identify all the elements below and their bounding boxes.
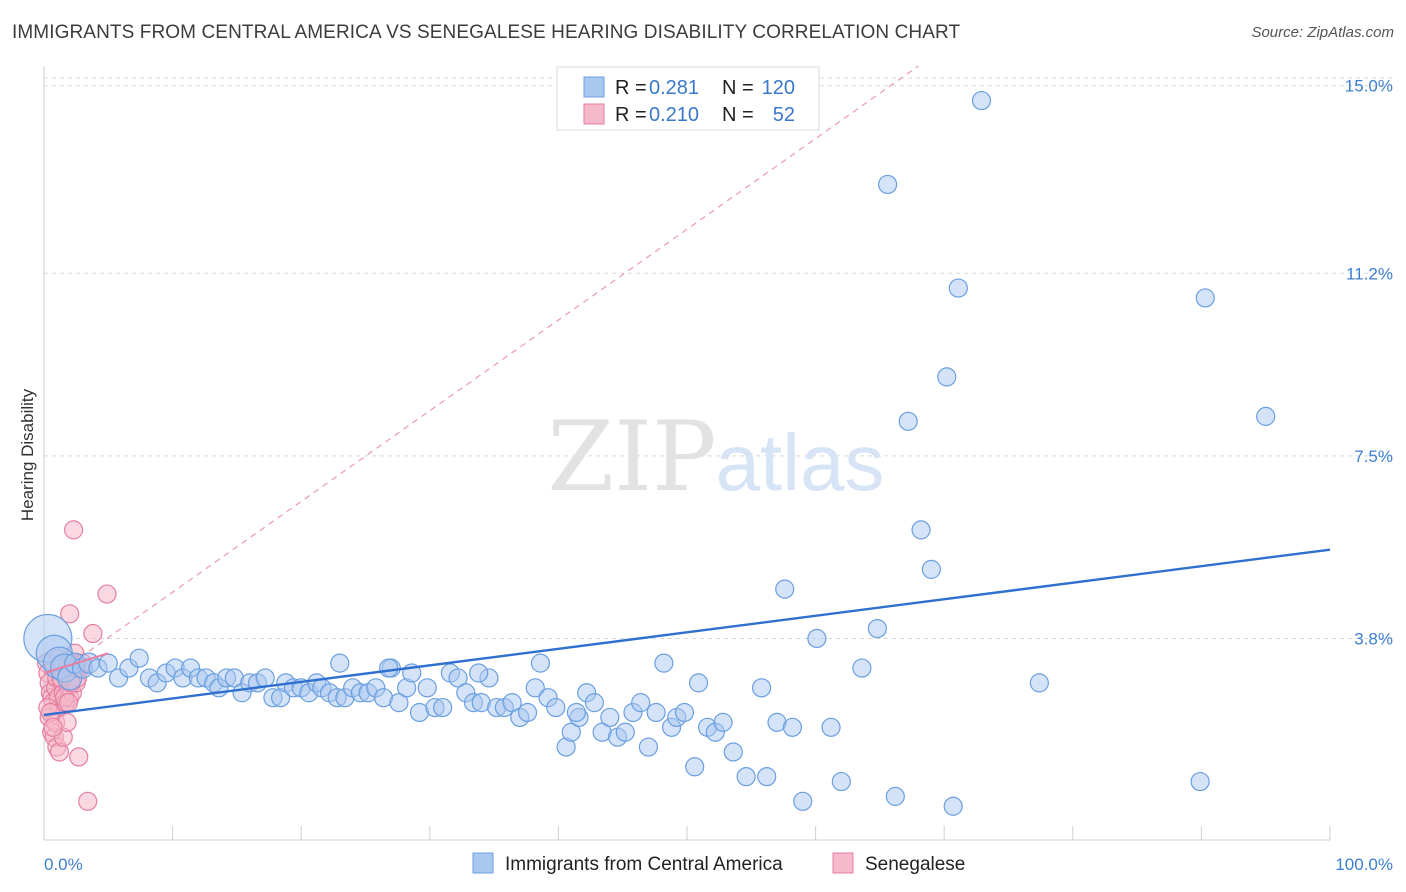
central-america-point <box>561 722 581 742</box>
legend-n-label-2: N = <box>722 104 754 126</box>
senegalese-trend-line <box>43 652 109 674</box>
zipatlas-watermark: ZIP atlas <box>547 401 884 513</box>
central-america-point <box>948 278 968 298</box>
central-america-point <box>793 791 813 811</box>
trend-lines <box>43 548 1331 717</box>
central-america-point <box>878 174 898 195</box>
central-america-point <box>911 520 931 540</box>
central-america-point <box>448 668 468 688</box>
senegalese-point <box>60 604 80 624</box>
y-tick-label: 15.0% <box>1345 77 1393 96</box>
bottom-legend-label-pink: Senegalese <box>865 854 965 875</box>
central-america-point <box>736 767 756 787</box>
central-america-point <box>831 771 851 792</box>
bottom-legend: Immigrants from Central America Senegale… <box>472 852 965 875</box>
senegalese-dashed-trend-line <box>43 65 919 684</box>
central-america-point <box>885 786 905 806</box>
central-america-point <box>852 658 872 678</box>
legend-r-label-1: R = <box>615 77 647 99</box>
central-america-point <box>775 579 795 599</box>
watermark-zip: ZIP <box>547 401 716 513</box>
central-america-point <box>389 693 409 713</box>
central-america-point <box>713 712 733 732</box>
central-america-point <box>525 678 545 698</box>
central-america-point <box>898 411 918 431</box>
central-america-point <box>757 767 777 787</box>
central-america-point <box>921 559 941 579</box>
y-tick-label: 11.2% <box>1346 264 1393 283</box>
central-america-point <box>1190 771 1210 792</box>
central-america-point <box>600 707 620 728</box>
central-america-point <box>584 693 605 713</box>
central-america-point <box>631 693 651 713</box>
central-america-point <box>638 737 659 757</box>
central-america-point <box>530 653 550 673</box>
central-america-point <box>517 702 538 723</box>
central-america-point <box>330 653 350 673</box>
central-america-point <box>417 678 437 698</box>
central-america-point <box>751 678 772 698</box>
central-america-point <box>685 757 705 777</box>
x-tick-labels: 0.0% 100.0% <box>44 855 1393 874</box>
central-america-point <box>937 367 957 387</box>
y-tick-label: 3.8% <box>1354 629 1393 648</box>
central-america-point <box>255 668 275 688</box>
central-america-point <box>566 702 587 723</box>
senegalese-point <box>83 623 103 644</box>
central-america-point <box>129 648 149 668</box>
central-america-point <box>615 722 635 742</box>
y-tick-label: 7.5% <box>1354 447 1393 466</box>
central-america-point <box>1029 673 1049 693</box>
central-america-point <box>1195 288 1215 308</box>
legend-n-label-1: N = <box>722 77 754 99</box>
chart-title: IMMIGRANTS FROM CENTRAL AMERICA VS SENEG… <box>12 22 961 43</box>
senegalese-point <box>78 791 98 811</box>
central-america-point <box>546 697 566 718</box>
bottom-legend-swatch-pink <box>832 852 854 874</box>
legend-r-label-2: R = <box>615 104 647 126</box>
senegalese-point <box>69 747 89 767</box>
central-america-point <box>688 673 709 693</box>
y-tick-labels: 3.8% 7.5% 11.2% 15.0% <box>1345 77 1393 649</box>
central-america-point <box>807 628 827 649</box>
senegalese-point <box>43 717 63 737</box>
senegalese-point <box>58 693 79 713</box>
central-america-point <box>646 702 666 723</box>
central-america-point <box>782 717 803 737</box>
central-america-point <box>502 693 522 713</box>
bottom-legend-swatch-blue <box>472 852 494 874</box>
legend-r-value-2: 0.210 <box>649 104 699 126</box>
central-america-point <box>943 796 963 816</box>
central-america-point <box>433 697 453 718</box>
y-axis-title: Hearing Disability <box>18 388 37 521</box>
legend-n-value-2: 52 <box>773 104 795 126</box>
central-america-point <box>867 618 887 639</box>
watermark-atlas: atlas <box>716 418 885 507</box>
senegalese-point <box>97 584 117 604</box>
central-america-point <box>469 663 489 683</box>
central-america-point <box>821 717 841 737</box>
legend-r-value-1: 0.281 <box>649 77 699 99</box>
grid-lines <box>44 77 1392 639</box>
central-america-point <box>674 702 695 723</box>
senegalese-point <box>63 520 84 540</box>
senegalese-dashed-trend <box>43 65 919 684</box>
legend-swatch-pink <box>583 103 605 125</box>
bottom-legend-label-blue: Immigrants from Central America <box>505 854 783 875</box>
central-america-point <box>971 90 992 111</box>
central-america-trend-line <box>43 548 1331 717</box>
legend-n-value-1: 120 <box>762 77 795 99</box>
x-tick-label: 100.0% <box>1335 855 1393 874</box>
legend-swatch-blue <box>583 76 605 98</box>
central-america-point <box>723 742 743 762</box>
top-legend: R = 0.281 N = 120 R = 0.210 N = 52 <box>556 66 820 131</box>
central-america-point <box>379 658 399 678</box>
central-america-point <box>1256 406 1276 426</box>
central-america-points <box>23 90 1276 816</box>
central-america-point <box>654 653 674 673</box>
x-tick-label: 0.0% <box>44 855 83 874</box>
chart-source: Source: ZipAtlas.com <box>1251 24 1394 41</box>
